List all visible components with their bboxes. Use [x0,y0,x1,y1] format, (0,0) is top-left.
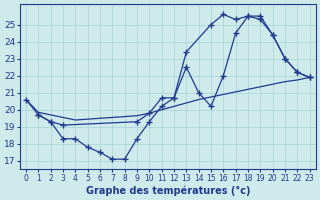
X-axis label: Graphe des températures (°c): Graphe des températures (°c) [85,185,250,196]
